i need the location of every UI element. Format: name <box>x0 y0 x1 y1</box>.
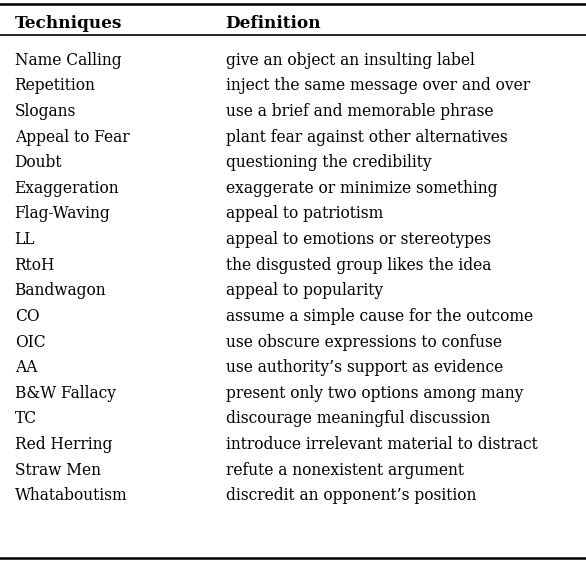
Text: use authority’s support as evidence: use authority’s support as evidence <box>226 359 503 376</box>
Text: Flag-Waving: Flag-Waving <box>15 205 110 223</box>
Text: Exaggeration: Exaggeration <box>15 180 120 197</box>
Text: refute a nonexistent argument: refute a nonexistent argument <box>226 461 464 479</box>
Text: use a brief and memorable phrase: use a brief and memorable phrase <box>226 103 493 120</box>
Text: questioning the credibility: questioning the credibility <box>226 154 431 171</box>
Text: Definition: Definition <box>226 15 321 32</box>
Text: appeal to popularity: appeal to popularity <box>226 282 383 300</box>
Text: Slogans: Slogans <box>15 103 76 120</box>
Text: use obscure expressions to confuse: use obscure expressions to confuse <box>226 333 502 351</box>
Text: Straw Men: Straw Men <box>15 461 101 479</box>
Text: OIC: OIC <box>15 333 45 351</box>
Text: Red Herring: Red Herring <box>15 436 112 453</box>
Text: Techniques: Techniques <box>15 15 122 32</box>
Text: Whataboutism: Whataboutism <box>15 487 127 504</box>
Text: Name Calling: Name Calling <box>15 52 121 69</box>
Text: Bandwagon: Bandwagon <box>15 282 106 300</box>
Text: assume a simple cause for the outcome: assume a simple cause for the outcome <box>226 308 533 325</box>
Text: Doubt: Doubt <box>15 154 62 171</box>
Text: inject the same message over and over: inject the same message over and over <box>226 77 530 94</box>
Text: exaggerate or minimize something: exaggerate or minimize something <box>226 180 497 197</box>
Text: appeal to patriotism: appeal to patriotism <box>226 205 383 223</box>
Text: CO: CO <box>15 308 39 325</box>
Text: Appeal to Fear: Appeal to Fear <box>15 129 130 146</box>
Text: give an object an insulting label: give an object an insulting label <box>226 52 475 69</box>
Text: B&W Fallacy: B&W Fallacy <box>15 385 115 402</box>
Text: Repetition: Repetition <box>15 77 96 94</box>
Text: appeal to emotions or stereotypes: appeal to emotions or stereotypes <box>226 231 490 248</box>
Text: RtoH: RtoH <box>15 257 55 274</box>
Text: present only two options among many: present only two options among many <box>226 385 523 402</box>
Text: AA: AA <box>15 359 37 376</box>
Text: the disgusted group likes the idea: the disgusted group likes the idea <box>226 257 491 274</box>
Text: TC: TC <box>15 410 37 428</box>
Text: plant fear against other alternatives: plant fear against other alternatives <box>226 129 507 146</box>
Text: introduce irrelevant material to distract: introduce irrelevant material to distrac… <box>226 436 537 453</box>
Text: discourage meaningful discussion: discourage meaningful discussion <box>226 410 490 428</box>
Text: LL: LL <box>15 231 35 248</box>
Text: discredit an opponent’s position: discredit an opponent’s position <box>226 487 476 504</box>
